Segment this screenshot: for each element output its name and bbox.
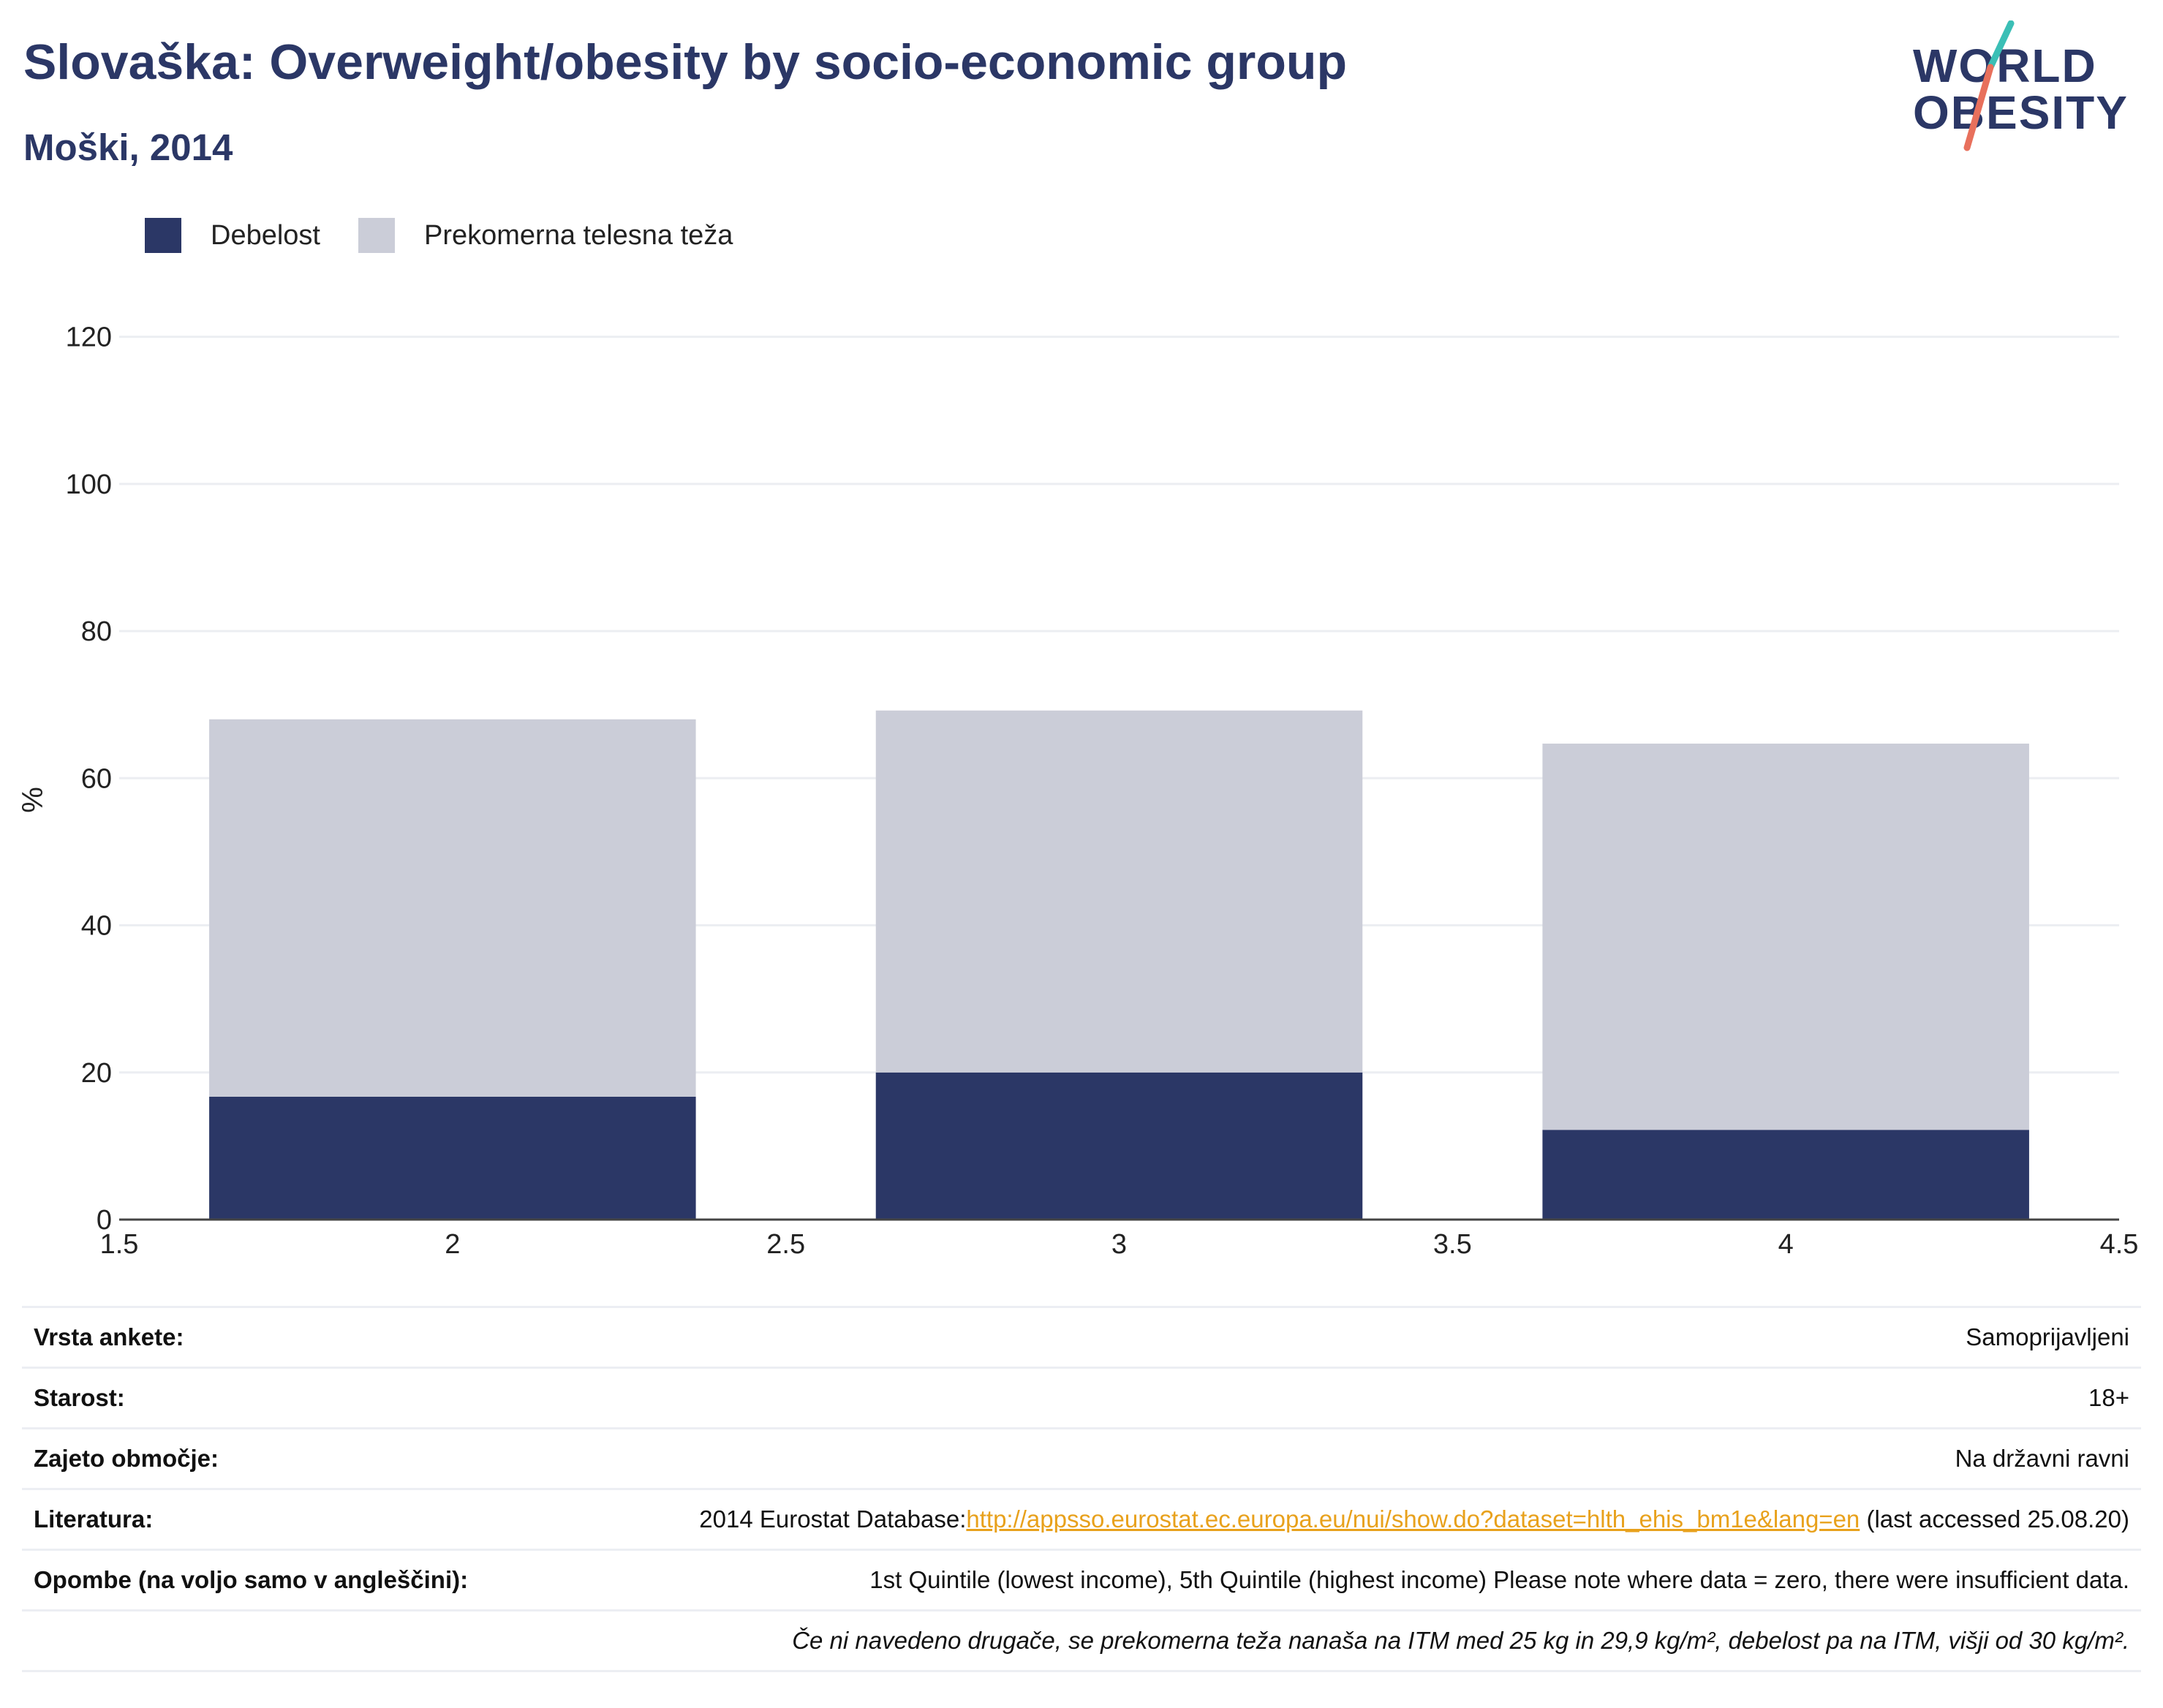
x-tick-label: 3.5 bbox=[1433, 1229, 1472, 1260]
reference-prefix: 2014 Eurostat Database: bbox=[699, 1505, 967, 1533]
table-row: Vrsta ankete: Samoprijavljeni bbox=[22, 1306, 2141, 1368]
chart-title: Slovaška: Overweight/obesity by socio-ec… bbox=[23, 34, 1348, 90]
y-tick-label: 100 bbox=[66, 469, 112, 500]
chart-subtitle: Moški, 2014 bbox=[23, 126, 233, 168]
row-key-definition bbox=[22, 1609, 530, 1672]
x-tick-label: 4.5 bbox=[2100, 1229, 2139, 1260]
y-tick-label: 0 bbox=[97, 1205, 112, 1236]
row-key-notes: Opombe (na voljo samo v angleščini): bbox=[22, 1549, 530, 1611]
row-value-age: 18+ bbox=[529, 1367, 2141, 1429]
reference-suffix: (last accessed 25.08.20) bbox=[1860, 1505, 2129, 1533]
bar-segment-obesity bbox=[209, 1096, 696, 1220]
table-row: Starost: 18+ bbox=[22, 1367, 2141, 1429]
bar-segment-obesity bbox=[1542, 1130, 2029, 1220]
x-tick-label: 2.5 bbox=[766, 1229, 805, 1260]
row-key-survey-type: Vrsta ankete: bbox=[22, 1306, 530, 1368]
row-key-coverage: Zajeto območje: bbox=[22, 1427, 530, 1489]
logo-word-world: WORLD bbox=[1913, 39, 2097, 92]
x-tick-label: 4 bbox=[1778, 1229, 1794, 1260]
logo-word-obesity: OBESITY bbox=[1913, 86, 2129, 139]
bar-segment-overweight bbox=[209, 719, 696, 1097]
legend-swatch-obesity bbox=[145, 218, 181, 253]
y-tick-label: 120 bbox=[66, 322, 112, 353]
bar-segment-obesity bbox=[875, 1072, 1363, 1220]
logo-slash-icon bbox=[1963, 20, 2015, 151]
legend-label-obesity: Debelost bbox=[211, 219, 320, 251]
table-row: Če ni navedeno drugače, se prekomerna te… bbox=[22, 1609, 2141, 1672]
row-key-age: Starost: bbox=[22, 1367, 530, 1429]
row-key-references: Literatura: bbox=[22, 1488, 530, 1550]
y-axis-title: % bbox=[17, 787, 49, 813]
y-tick-label: 40 bbox=[81, 911, 112, 942]
x-tick-label: 2 bbox=[445, 1229, 460, 1260]
row-value-coverage: Na državni ravni bbox=[529, 1427, 2141, 1489]
world-obesity-logo: WORLD OBESITY bbox=[1909, 20, 2150, 152]
bars bbox=[209, 710, 2029, 1220]
chart-legend: Debelost Prekomerna telesna teža bbox=[145, 216, 771, 254]
x-tick-label: 3 bbox=[1111, 1229, 1127, 1260]
row-value-notes: 1st Quintile (lowest income), 5th Quinti… bbox=[529, 1549, 2141, 1611]
table-row: Zajeto območje: Na državni ravni bbox=[22, 1427, 2141, 1489]
legend-label-overweight: Prekomerna telesna teža bbox=[423, 219, 733, 251]
legend-swatch-overweight bbox=[358, 218, 395, 253]
y-tick-label: 80 bbox=[81, 616, 112, 647]
y-tick-label: 20 bbox=[81, 1058, 112, 1089]
legend-item-overweight[interactable]: Prekomerna telesna teža bbox=[358, 218, 733, 253]
legend-item-obesity[interactable]: Debelost bbox=[145, 218, 320, 253]
x-tick-label: 1.5 bbox=[100, 1229, 139, 1260]
stacked-bar-chart: 0 20 40 60 80 100 120 1.5 2 2.5 3 3.5 4 4.5 % bbox=[17, 322, 2139, 1260]
table-row: Opombe (na voljo samo v angleščini): 1st… bbox=[22, 1549, 2141, 1611]
metadata-table: Vrsta ankete: Samoprijavljeni Starost: 1… bbox=[22, 1306, 2141, 1672]
axes: 0 20 40 60 80 100 120 1.5 2 2.5 3 3.5 4 4.5 bbox=[66, 322, 2139, 1260]
reference-link[interactable]: http://appsso.eurostat.ec.europa.eu/nui/… bbox=[966, 1505, 1860, 1533]
y-tick-label: 60 bbox=[81, 763, 112, 794]
row-value-references: 2014 Eurostat Database:http://appsso.eur… bbox=[529, 1488, 2141, 1550]
bar-segment-overweight bbox=[1542, 744, 2029, 1130]
row-value-definition: Če ni navedeno drugače, se prekomerna te… bbox=[529, 1609, 2141, 1672]
row-value-survey-type: Samoprijavljeni bbox=[529, 1306, 2141, 1368]
bar-segment-overweight bbox=[875, 710, 1363, 1073]
table-row: Literatura: 2014 Eurostat Database:http:… bbox=[22, 1488, 2141, 1550]
